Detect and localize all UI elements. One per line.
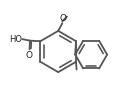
Text: O: O (25, 51, 32, 60)
Text: O: O (59, 14, 66, 23)
Text: HO: HO (9, 35, 22, 44)
